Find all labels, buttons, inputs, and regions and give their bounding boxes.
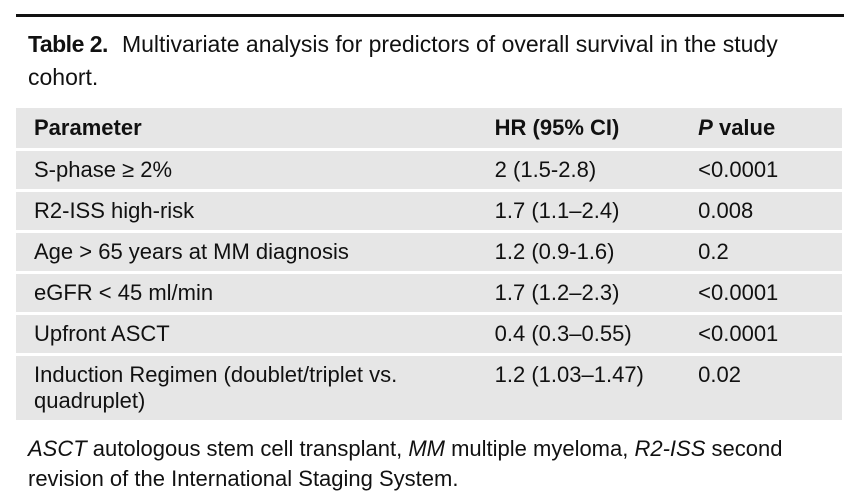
footnote-def-asct: autologous stem cell transplant, bbox=[86, 436, 409, 461]
footnote-def-r2iss: second revision of the International Sta… bbox=[28, 436, 783, 491]
table-caption: Table 2. Multivariate analysis for predic… bbox=[28, 28, 838, 94]
table-row: Upfront ASCT 0.4 (0.3–0.55) <0.0001 bbox=[16, 315, 842, 356]
cell-p: <0.0001 bbox=[686, 315, 842, 356]
table-label: Table 2. bbox=[28, 31, 108, 57]
cell-parameter: Age > 65 years at MM diagnosis bbox=[16, 233, 477, 274]
header-row: Parameter HR (95% CI) P value bbox=[16, 108, 842, 151]
header-p-letter: P bbox=[698, 115, 713, 140]
cell-hr: 1.7 (1.1–2.4) bbox=[476, 192, 687, 233]
table-row: S-phase ≥ 2% 2 (1.5-2.8) <0.0001 bbox=[16, 151, 842, 192]
header-p-value: P value bbox=[686, 108, 842, 151]
footnote-abbr-r2iss: R2-ISS bbox=[634, 436, 706, 461]
cell-parameter: Upfront ASCT bbox=[16, 315, 477, 356]
header-p-rest: value bbox=[712, 115, 776, 140]
cell-p: 0.02 bbox=[686, 356, 842, 423]
cell-p: 0.008 bbox=[686, 192, 842, 233]
table-row: Induction Regimen (doublet/triplet vs. q… bbox=[16, 356, 842, 423]
cell-p: 0.2 bbox=[686, 233, 842, 274]
cell-hr: 1.7 (1.2–2.3) bbox=[476, 274, 687, 315]
table-footnote: ASCT autologous stem cell transplant, MM… bbox=[28, 434, 848, 494]
cell-hr: 1.2 (0.9-1.6) bbox=[476, 233, 687, 274]
footnote-def-mm: multiple myeloma, bbox=[444, 436, 635, 461]
results-table: Parameter HR (95% CI) P value S-phase ≥ … bbox=[16, 108, 842, 423]
footnote-abbr-mm: MM bbox=[408, 436, 445, 461]
top-rule bbox=[16, 14, 844, 17]
cell-parameter: S-phase ≥ 2% bbox=[16, 151, 477, 192]
cell-parameter: Induction Regimen (doublet/triplet vs. q… bbox=[16, 356, 477, 423]
header-parameter: Parameter bbox=[16, 108, 477, 151]
cell-hr: 0.4 (0.3–0.55) bbox=[476, 315, 687, 356]
caption-text: Multivariate analysis for predictors of … bbox=[28, 31, 778, 90]
cell-parameter: eGFR < 45 ml/min bbox=[16, 274, 477, 315]
table-row: eGFR < 45 ml/min 1.7 (1.2–2.3) <0.0001 bbox=[16, 274, 842, 315]
table-row: R2-ISS high-risk 1.7 (1.1–2.4) 0.008 bbox=[16, 192, 842, 233]
header-hr: HR (95% CI) bbox=[476, 108, 687, 151]
cell-hr: 1.2 (1.03–1.47) bbox=[476, 356, 687, 423]
table-row: Age > 65 years at MM diagnosis 1.2 (0.9-… bbox=[16, 233, 842, 274]
cell-parameter: R2-ISS high-risk bbox=[16, 192, 477, 233]
cell-hr: 2 (1.5-2.8) bbox=[476, 151, 687, 192]
footnote-abbr-asct: ASCT bbox=[28, 436, 87, 461]
cell-p: <0.0001 bbox=[686, 151, 842, 192]
cell-p: <0.0001 bbox=[686, 274, 842, 315]
